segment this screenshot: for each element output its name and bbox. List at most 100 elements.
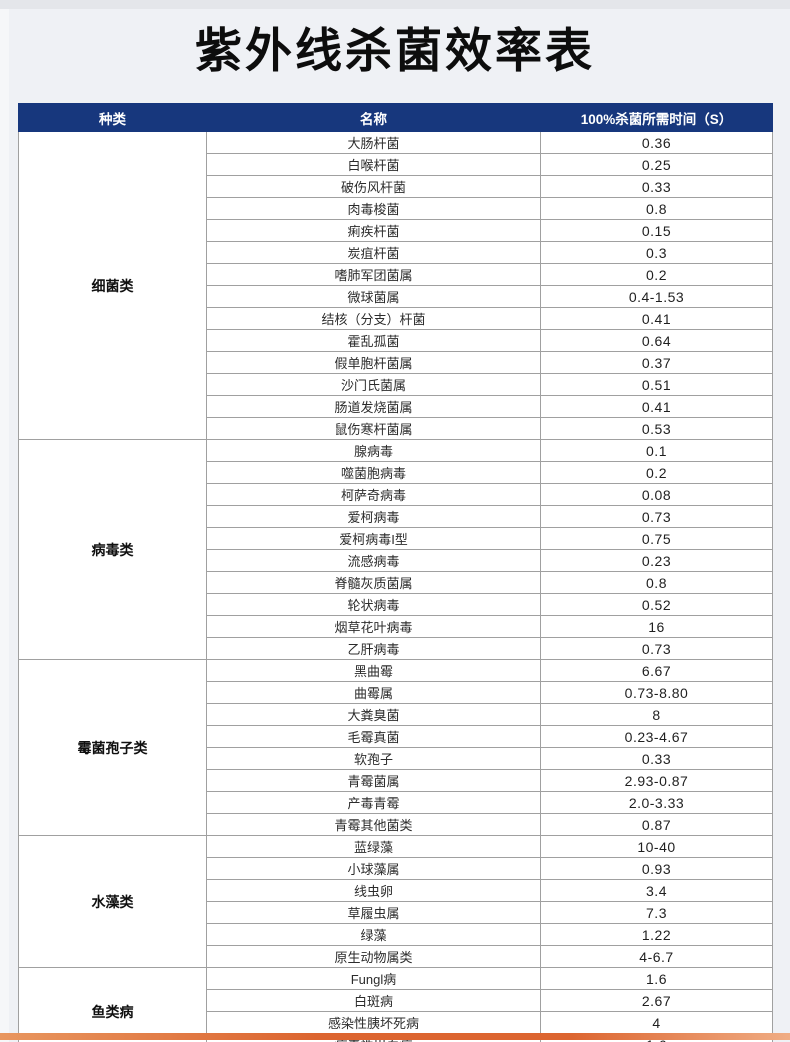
table-row: 沙门氏菌属 0.51 [19, 373, 773, 396]
kill-time-cell: 0.8 [540, 571, 773, 594]
kill-time-cell: 0.51 [540, 373, 773, 396]
kill-time-cell: 1.6 [540, 967, 773, 990]
table-row: 轮状病毒 0.52 [19, 593, 773, 616]
uv-efficiency-table: 种类 名称 100%杀菌所需时间（S） 细菌类 大肠杆菌 0.36 白喉杆菌 0.25 破… [18, 103, 773, 1042]
kill-time-cell: 4-6.7 [540, 945, 773, 968]
organism-name-cell: 破伤风杆菌 [206, 175, 541, 198]
organism-name-cell: 爱柯病毒I型 [206, 527, 541, 550]
organism-name-cell: 小球藻属 [206, 857, 541, 880]
kill-time-cell: 0.4-1.53 [540, 285, 773, 308]
organism-name-cell: 毛霉真菌 [206, 725, 541, 748]
organism-name-cell: 乙肝病毒 [206, 637, 541, 660]
kill-time-cell: 0.52 [540, 593, 773, 616]
kill-time-cell: 0.75 [540, 527, 773, 550]
kill-time-cell: 0.73-8.80 [540, 681, 773, 704]
organism-name-cell: 痢疾杆菌 [206, 219, 541, 242]
category-cell: 细菌类 [18, 131, 207, 440]
kill-time-cell: 0.3 [540, 241, 773, 264]
category-cell: 霉菌孢子类 [18, 659, 207, 836]
organism-name-cell: 曲霉属 [206, 681, 541, 704]
organism-name-cell: 白斑病 [206, 989, 541, 1012]
organism-name-cell: 嗜肺军团菌属 [206, 263, 541, 286]
organism-name-cell: 噬菌胞病毒 [206, 461, 541, 484]
page-title: 紫外线杀菌效率表 [195, 24, 595, 77]
category-cell: 水藻类 [18, 835, 207, 968]
kill-time-cell: 0.33 [540, 175, 773, 198]
kill-time-cell: 0.25 [540, 153, 773, 176]
table-row: 曲霉属 0.73-8.80 [19, 681, 773, 704]
kill-time-cell: 0.08 [540, 483, 773, 506]
table-row: 脊髓灰质菌属 0.8 [19, 571, 773, 594]
kill-time-cell: 0.23-4.67 [540, 725, 773, 748]
organism-name-cell: 大肠杆菌 [206, 131, 541, 154]
top-edge-strip [0, 0, 790, 9]
kill-time-cell: 16 [540, 615, 773, 638]
organism-name-cell: 大粪臭菌 [206, 703, 541, 726]
organism-name-cell: 草履虫属 [206, 901, 541, 924]
table-row: 微球菌属 0.4-1.53 [19, 285, 773, 308]
kill-time-cell: 0.41 [540, 395, 773, 418]
kill-time-cell: 0.87 [540, 813, 773, 836]
kill-time-cell: 0.53 [540, 417, 773, 440]
table-row: 鼠伤寒杆菌属 0.53 [19, 417, 773, 440]
table-row: 流感病毒 0.23 [19, 549, 773, 572]
kill-time-cell: 0.93 [540, 857, 773, 880]
organism-name-cell: 肉毒梭菌 [206, 197, 541, 220]
kill-time-cell: 0.36 [540, 131, 773, 154]
organism-name-cell: 流感病毒 [206, 549, 541, 572]
category-cell: 病毒类 [18, 439, 207, 660]
organism-name-cell: 线虫卵 [206, 879, 541, 902]
kill-time-cell: 0.33 [540, 747, 773, 770]
col-header-name: 名称 [206, 103, 541, 132]
table-row: 爱柯病毒I型 0.75 [19, 527, 773, 550]
organism-name-cell: 结核（分支）杆菌 [206, 307, 541, 330]
table-row: 软孢子 0.33 [19, 747, 773, 770]
table-row: 肉毒梭菌 0.8 [19, 197, 773, 220]
organism-name-cell: 沙门氏菌属 [206, 373, 541, 396]
organism-name-cell: 爱柯病毒 [206, 505, 541, 528]
kill-time-cell: 0.37 [540, 351, 773, 374]
organism-name-cell: 鼠伤寒杆菌属 [206, 417, 541, 440]
kill-time-cell: 2.67 [540, 989, 773, 1012]
kill-time-cell: 0.15 [540, 219, 773, 242]
table-row: 白斑病 2.67 [19, 989, 773, 1012]
organism-name-cell: 微球菌属 [206, 285, 541, 308]
kill-time-cell: 0.2 [540, 461, 773, 484]
organism-name-cell: Fungl病 [206, 967, 541, 990]
table-row: 结核（分支）杆菌 0.41 [19, 307, 773, 330]
kill-time-cell: 2.0-3.33 [540, 791, 773, 814]
organism-name-cell: 烟草花叶病毒 [206, 615, 541, 638]
organism-name-cell: 炭疽杆菌 [206, 241, 541, 264]
organism-name-cell: 绿藻 [206, 923, 541, 946]
organism-name-cell: 软孢子 [206, 747, 541, 770]
organism-name-cell: 产毒青霉 [206, 791, 541, 814]
organism-name-cell: 腺病毒 [206, 439, 541, 462]
organism-name-cell: 青霉其他菌类 [206, 813, 541, 836]
organism-name-cell: 白喉杆菌 [206, 153, 541, 176]
table-row: 小球藻属 0.93 [19, 857, 773, 880]
table-header-row: 种类 名称 100%杀菌所需时间（S） [18, 103, 773, 132]
kill-time-cell: 0.73 [540, 637, 773, 660]
table-row: 霉菌孢子类 黑曲霉 6.67 [18, 659, 773, 836]
col-header-kill-time: 100%杀菌所需时间（S） [540, 103, 773, 132]
kill-time-cell: 0.41 [540, 307, 773, 330]
organism-name-cell: 霍乱孤菌 [206, 329, 541, 352]
table-row: 细菌类 大肠杆菌 0.36 [18, 131, 773, 440]
table-row: 绿藻 1.22 [19, 923, 773, 946]
category-cell: 鱼类病 [18, 967, 207, 1042]
kill-time-cell: 10-40 [540, 835, 773, 858]
kill-time-cell: 2.93-0.87 [540, 769, 773, 792]
table-row: 霍乱孤菌 0.64 [19, 329, 773, 352]
organism-name-cell: 脊髓灰质菌属 [206, 571, 541, 594]
col-header-category: 种类 [18, 103, 207, 132]
table-row: 病毒类 腺病毒 0.1 [18, 439, 773, 660]
kill-time-cell: 7.3 [540, 901, 773, 924]
left-edge-strip [0, 9, 9, 1042]
kill-time-cell: 0.64 [540, 329, 773, 352]
kill-time-cell: 0.73 [540, 505, 773, 528]
organism-name-cell: 青霉菌属 [206, 769, 541, 792]
table-row: 炭疽杆菌 0.3 [19, 241, 773, 264]
kill-time-cell: 0.2 [540, 263, 773, 286]
bottom-accent-bar [0, 1033, 790, 1040]
organism-name-cell: 原生动物属类 [206, 945, 541, 968]
